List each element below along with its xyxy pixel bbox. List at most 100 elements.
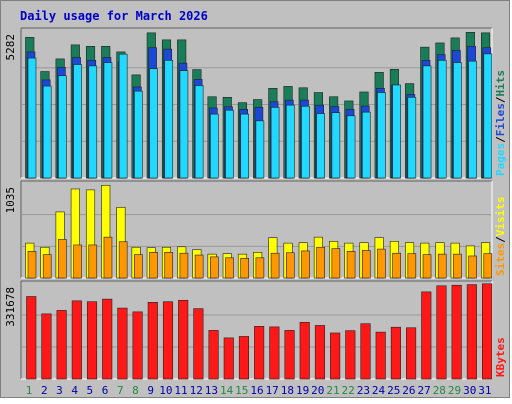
day-label: 15 <box>235 384 248 397</box>
day-label: 12 <box>190 384 203 397</box>
kbytes-bar <box>451 284 462 380</box>
bottom-panel-max-label: 331678 <box>4 287 17 327</box>
chart-title: Daily usage for March 2026 <box>20 9 208 23</box>
sites-bar <box>88 244 98 279</box>
kbytes-bar <box>360 323 371 380</box>
sites-bar <box>377 248 386 279</box>
top-panel-legend-hits: Hits <box>494 70 507 97</box>
kbytes-bar <box>345 330 356 380</box>
kbytes-bar <box>223 337 234 380</box>
sites-bar <box>453 253 462 279</box>
kbytes-bar <box>375 331 386 380</box>
middle-panel-legend: Sites/Visits <box>494 197 507 277</box>
sites-bar <box>179 252 189 279</box>
sites-bar <box>255 257 265 279</box>
top-panel-legend-separator: / <box>494 136 507 143</box>
middle-panel-legend-separator: / <box>494 236 507 243</box>
pages-bar <box>270 107 280 179</box>
chart-panels: 5282Pages/Files/Hits1035Sites/Visits3316… <box>4 27 507 380</box>
kbytes-bar <box>406 327 417 380</box>
sites-bar <box>422 254 432 279</box>
kbytes-bar <box>390 326 401 380</box>
day-label: 3 <box>56 384 63 397</box>
kbytes-bar <box>208 330 219 380</box>
pages-bar <box>422 65 432 179</box>
day-label: 20 <box>311 384 324 397</box>
day-label: 2 <box>41 384 48 397</box>
pages-bar <box>255 120 265 179</box>
kbytes-bar <box>132 311 143 380</box>
pages-bar <box>285 104 295 179</box>
day-label: 19 <box>296 384 309 397</box>
kbytes-bar <box>162 301 174 380</box>
sites-bar <box>331 248 341 279</box>
day-label: 14 <box>220 384 234 397</box>
sites-bar <box>483 253 493 279</box>
pages-bar <box>210 113 219 179</box>
sites-bar <box>118 241 128 279</box>
sites-bar <box>58 239 67 279</box>
day-label: 29 <box>448 384 461 397</box>
day-label: 5 <box>87 384 94 397</box>
kbytes-bar <box>71 300 82 380</box>
day-label: 26 <box>402 384 415 397</box>
day-label: 9 <box>147 384 154 397</box>
pages-bar <box>118 53 128 179</box>
kbytes-bar <box>178 299 189 380</box>
kbytes-bar <box>299 321 310 380</box>
day-label: 21 <box>326 384 339 397</box>
kbytes-bar <box>117 307 128 380</box>
pages-bar <box>392 84 401 179</box>
sites-bar <box>437 253 447 279</box>
sites-bar <box>346 251 356 279</box>
day-label: 1 <box>26 384 33 397</box>
day-label: 22 <box>342 384 355 397</box>
pages-bar <box>149 68 158 179</box>
sites-bar <box>270 252 280 279</box>
day-label: 25 <box>387 384 400 397</box>
pages-bar <box>134 90 143 179</box>
pages-bar <box>58 75 67 179</box>
day-label: 31 <box>478 384 491 397</box>
kbytes-bar <box>238 336 250 380</box>
sites-bar <box>225 257 234 279</box>
middle-panel-max-label: 1035 <box>4 187 17 214</box>
sites-bar <box>149 251 158 279</box>
kbytes-bar <box>466 284 477 380</box>
pages-bar <box>331 112 341 179</box>
sites-bar <box>42 254 52 279</box>
day-label: 10 <box>159 384 172 397</box>
pages-bar <box>316 113 325 179</box>
sites-bar <box>285 252 295 279</box>
kbytes-bar <box>26 296 37 380</box>
middle-panel-legend-sites: Sites <box>494 243 507 276</box>
sites-bar <box>468 255 477 279</box>
day-labels: 1 2 3 4 5 6 7 8 9 10 11 12 13 14 15 16 17 18 19 20 21 22 23 24 2… <box>26 384 492 397</box>
kbytes-bar <box>102 298 113 380</box>
sites-bar <box>361 250 371 279</box>
pages-bar <box>407 97 417 179</box>
top-panel-legend: Pages/Files/Hits <box>494 70 507 176</box>
pages-bar <box>194 85 204 179</box>
sites-bar <box>27 251 37 279</box>
pages-bar <box>225 109 234 179</box>
pages-bar <box>453 62 462 179</box>
sites-bar <box>134 254 143 279</box>
day-label: 24 <box>372 384 386 397</box>
sites-bar <box>73 244 82 279</box>
kbytes-bar <box>482 283 493 380</box>
sites-bar <box>301 250 310 279</box>
day-label: 28 <box>433 384 446 397</box>
pages-bar <box>103 62 113 179</box>
top-panel-legend-separator: / <box>494 96 507 103</box>
kbytes-bar <box>269 326 280 380</box>
day-label: 23 <box>357 384 370 397</box>
sites-bar <box>407 253 417 279</box>
sites-bar <box>210 256 219 279</box>
sites-bar <box>194 254 204 279</box>
kbytes-bar <box>41 313 52 380</box>
sites-bar <box>164 251 174 279</box>
sites-bar <box>392 252 401 279</box>
pages-bar <box>164 60 174 179</box>
